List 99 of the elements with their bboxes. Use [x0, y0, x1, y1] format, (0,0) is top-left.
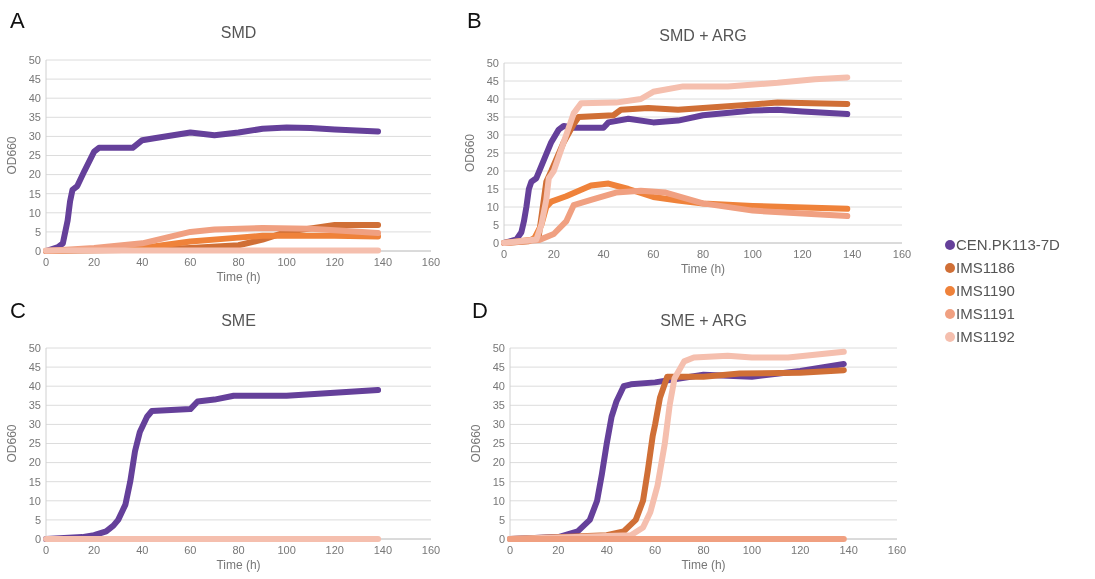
y-axis-title: OD660: [463, 133, 477, 173]
x-tick-label: 80: [232, 544, 245, 556]
x-tick-label: 160: [421, 256, 441, 268]
y-tick-label: 10: [486, 200, 499, 213]
x-tick-label: 140: [373, 256, 393, 268]
x-tick-label: 60: [184, 256, 197, 268]
y-tick-label: 40: [486, 92, 499, 105]
x-tick-label: 160: [892, 248, 912, 260]
y-tick-label: 20: [28, 168, 41, 181]
y-tick-label: 10: [28, 494, 41, 507]
x-tick-label: 20: [88, 256, 101, 268]
y-tick-label: 25: [28, 437, 41, 450]
x-tick-label: 60: [647, 248, 660, 260]
y-tick-label: 45: [28, 360, 41, 373]
x-tick-label: 120: [793, 248, 812, 260]
x-tick-label: 0: [42, 544, 50, 556]
y-axis-title: OD660: [5, 424, 19, 463]
x-tick-label: 100: [277, 544, 296, 556]
y-tick-label: 50: [28, 53, 41, 66]
y-tick-label: 10: [492, 494, 505, 507]
x-tick-label: 80: [696, 248, 710, 260]
y-tick-label: 30: [492, 418, 505, 431]
y-tick-label: 20: [486, 164, 499, 177]
y-tick-label: 45: [492, 360, 505, 373]
x-axis-title: Time (h): [216, 558, 261, 572]
x-axis-title: Time (h): [681, 558, 726, 572]
legend-label: CEN.PK113-7D: [956, 236, 1061, 254]
text: B: [467, 8, 482, 33]
y-tick-label: 30: [28, 130, 41, 143]
y-tick-label: 30: [486, 128, 499, 141]
y-tick-label: 45: [28, 72, 41, 85]
legend-label: IMS1191: [956, 305, 1015, 323]
x-axis-title: Time (h): [680, 262, 726, 276]
y-tick-label: 40: [28, 380, 41, 393]
x-tick-label: 40: [597, 248, 610, 260]
x-tick-label: 60: [184, 544, 197, 556]
x-tick-label: 140: [839, 544, 858, 556]
y-tick-label: 40: [28, 92, 41, 105]
x-tick-label: 80: [232, 256, 245, 268]
x-tick-label: 140: [843, 248, 862, 260]
x-tick-label: 100: [277, 256, 296, 268]
y-tick-label: 20: [492, 456, 505, 469]
x-axis-title: Time (h): [216, 270, 261, 284]
x-tick-label: 100: [743, 248, 762, 260]
x-tick-label: 20: [552, 544, 565, 556]
legend-label: IMS1186: [956, 259, 1015, 277]
chart-title: SMD: [220, 24, 257, 41]
text: A: [10, 8, 25, 33]
x-tick-label: 80: [697, 544, 710, 556]
y-axis-title: OD660: [469, 424, 483, 463]
x-tick-label: 140: [373, 544, 393, 556]
x-tick-label: 0: [42, 256, 50, 268]
text: D: [472, 298, 488, 323]
y-tick-label: 10: [28, 206, 41, 219]
legend-label: IMS1190: [956, 282, 1015, 300]
x-tick-label: 100: [742, 544, 762, 556]
x-tick-label: 40: [136, 544, 149, 556]
y-tick-label: 40: [492, 380, 505, 393]
x-tick-label: 40: [136, 256, 149, 268]
chart-title: SME + ARG: [660, 312, 747, 329]
y-tick-label: 45: [486, 74, 499, 87]
y-tick-label: 25: [486, 146, 499, 159]
y-tick-label: 50: [486, 56, 499, 69]
x-tick-label: 120: [325, 544, 344, 556]
y-tick-label: 0: [34, 532, 41, 545]
y-tick-label: 15: [28, 475, 41, 488]
text: C: [10, 298, 26, 323]
y-tick-label: 5: [498, 513, 505, 526]
y-tick-label: 15: [28, 187, 41, 200]
x-tick-label: 160: [887, 544, 907, 556]
y-tick-label: 35: [486, 110, 499, 123]
chart-title: SME: [221, 312, 256, 329]
y-tick-label: 5: [492, 218, 499, 231]
y-tick-label: 25: [28, 149, 41, 162]
x-tick-label: 40: [600, 544, 613, 556]
y-tick-label: 30: [28, 418, 41, 431]
y-tick-label: 35: [492, 399, 505, 412]
y-tick-label: 5: [34, 513, 41, 526]
y-tick-label: 15: [486, 182, 499, 195]
y-tick-label: 15: [492, 475, 505, 488]
y-tick-label: 20: [28, 456, 41, 469]
y-tick-label: 25: [492, 437, 505, 450]
y-tick-label: 0: [498, 532, 505, 545]
x-tick-label: 20: [547, 248, 560, 260]
y-tick-label: 0: [492, 236, 499, 249]
x-tick-label: 0: [506, 544, 514, 556]
x-tick-label: 120: [325, 256, 344, 268]
y-axis-title: OD660: [5, 136, 19, 175]
x-tick-label: 60: [649, 544, 662, 556]
y-tick-label: 5: [34, 225, 41, 238]
x-tick-label: 160: [421, 544, 441, 556]
y-tick-label: 35: [28, 111, 41, 124]
x-tick-label: 120: [791, 544, 810, 556]
y-tick-label: 50: [492, 341, 505, 354]
x-tick-label: 20: [88, 544, 101, 556]
chart-title: SMD + ARG: [659, 27, 747, 44]
y-tick-label: 35: [28, 399, 41, 412]
y-tick-label: 50: [28, 341, 41, 354]
legend-label: IMS1192: [956, 328, 1015, 346]
